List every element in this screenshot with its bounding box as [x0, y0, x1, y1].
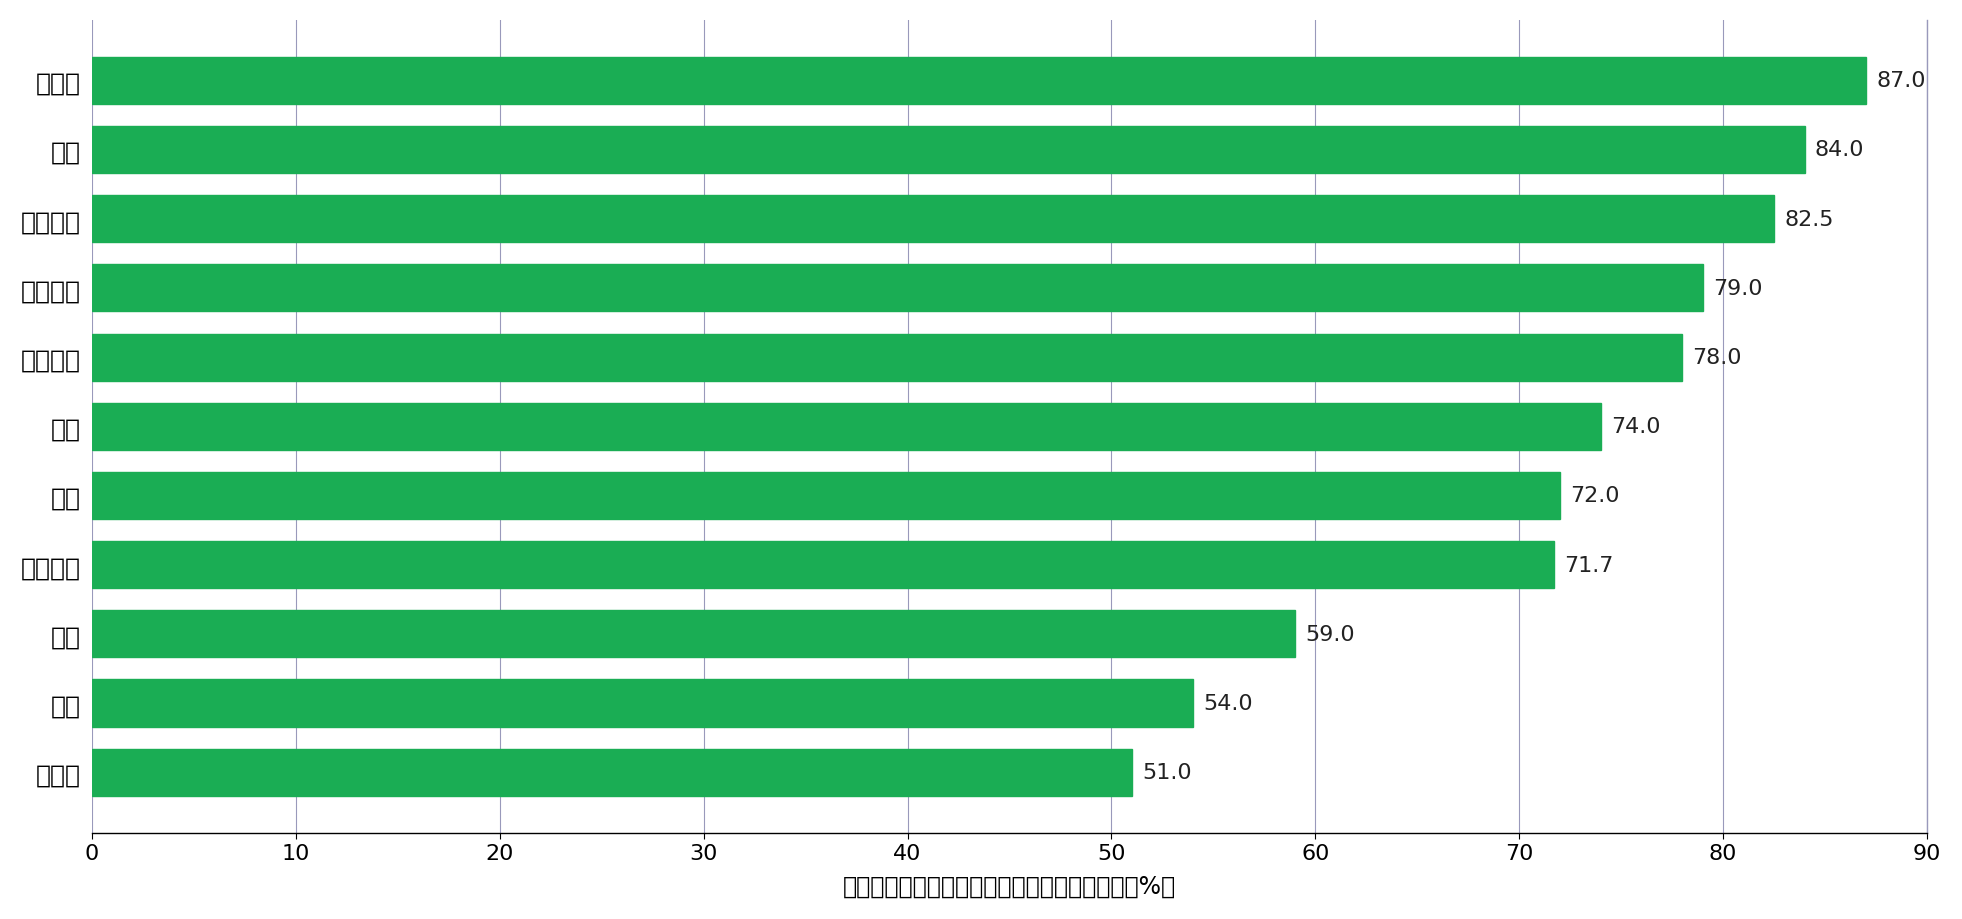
Bar: [92, 127, 1805, 174]
Bar: [92, 472, 1560, 519]
Text: 78.0: 78.0: [1693, 347, 1742, 368]
Text: 72.0: 72.0: [1570, 486, 1621, 505]
Text: 54.0: 54.0: [1203, 693, 1254, 713]
Bar: [92, 58, 1866, 105]
Text: 84.0: 84.0: [1815, 141, 1864, 160]
Text: 79.0: 79.0: [1713, 278, 1762, 299]
Bar: [92, 680, 1193, 727]
Text: 87.0: 87.0: [1876, 72, 1925, 91]
Bar: [92, 541, 1554, 588]
Bar: [92, 196, 1774, 243]
Text: 51.0: 51.0: [1142, 763, 1191, 782]
Text: 59.0: 59.0: [1305, 624, 1354, 644]
Bar: [92, 335, 1681, 381]
X-axis label: 已接种至少一剂疫苗的总人数除以总人口数量（%）: 已接种至少一剂疫苗的总人数除以总人口数量（%）: [844, 874, 1175, 898]
Text: 71.7: 71.7: [1564, 555, 1613, 575]
Bar: [92, 403, 1601, 450]
Text: 82.5: 82.5: [1783, 210, 1834, 230]
Bar: [92, 749, 1132, 796]
Text: 74.0: 74.0: [1611, 417, 1660, 437]
Bar: [92, 610, 1295, 658]
Bar: [92, 265, 1703, 312]
